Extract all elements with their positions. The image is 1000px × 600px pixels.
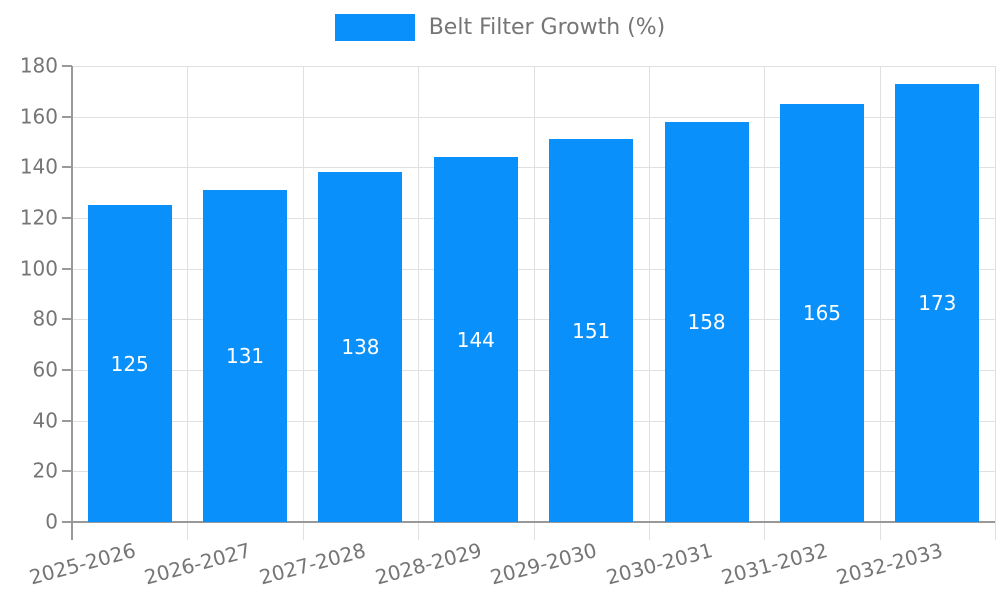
y-tick: [62, 521, 72, 523]
y-tick: [62, 419, 72, 422]
x-axis-tick-label: 2026-2027: [141, 538, 254, 590]
bar-value-label: 144: [456, 327, 495, 352]
legend-swatch[interactable]: [334, 14, 415, 41]
bar-value-label: 131: [225, 344, 265, 369]
y-tick: [62, 65, 72, 67]
y-axis-tick-label: 60: [32, 357, 58, 382]
y-axis-tick-label: 40: [32, 408, 58, 433]
bar[interactable]: 165: [779, 104, 864, 522]
x-axis-tick-label: 2030-2031: [603, 538, 715, 590]
bar[interactable]: 151: [549, 139, 634, 522]
y-tick: [62, 267, 72, 270]
bar-value-label: 158: [687, 309, 726, 334]
y-axis-tick-label: 120: [19, 205, 58, 230]
legend-label[interactable]: Belt Filter Growth (%): [428, 15, 666, 40]
v-gridline: [648, 66, 650, 540]
bar[interactable]: 125: [87, 205, 172, 522]
legend: Belt Filter Growth (%): [0, 14, 1000, 41]
x-axis-tick-label: 2025-2026: [26, 538, 138, 590]
v-gridline: [418, 66, 420, 540]
y-axis-tick-label: 160: [19, 104, 58, 129]
v-gridline: [302, 66, 304, 540]
v-gridline: [995, 66, 996, 540]
bar[interactable]: 158: [664, 121, 749, 522]
x-axis-tick-label: 2031-2032: [718, 538, 831, 590]
v-gridline: [533, 66, 535, 540]
x-axis-tick-label: 2028-2029: [372, 538, 485, 590]
bar[interactable]: 144: [433, 157, 518, 522]
bar[interactable]: 131: [203, 190, 288, 522]
y-axis-tick-label: 0: [45, 509, 58, 534]
y-axis-tick-label: 80: [32, 306, 58, 331]
y-axis-tick-label: 20: [32, 458, 58, 483]
y-axis-tick-label: 180: [19, 53, 58, 78]
y-axis-line: [71, 66, 73, 540]
bar-value-label: 173: [918, 290, 957, 315]
y-tick: [62, 369, 72, 371]
y-axis-tick-label: 140: [19, 154, 58, 179]
y-tick: [62, 115, 72, 118]
y-axis-tick-label: 100: [19, 256, 58, 281]
y-tick: [62, 470, 72, 473]
y-tick: [62, 166, 72, 169]
y-tick: [62, 318, 72, 321]
x-axis-tick-label: 2032-2033: [834, 538, 946, 590]
x-axis-line: [71, 521, 995, 523]
bar-value-label: 165: [802, 301, 842, 325]
bar-value-label: 125: [110, 351, 149, 376]
bar[interactable]: 138: [318, 172, 403, 522]
x-axis-tick-label: 2029-2030: [487, 538, 600, 590]
bar-value-label: 138: [341, 335, 380, 360]
bar[interactable]: 173: [895, 83, 980, 522]
x-axis-tick-label: 2027-2028: [257, 538, 369, 590]
bar-value-label: 151: [572, 318, 611, 343]
v-gridline: [764, 66, 766, 540]
v-gridline: [187, 66, 189, 540]
y-tick: [62, 217, 72, 219]
v-gridline: [879, 66, 881, 540]
